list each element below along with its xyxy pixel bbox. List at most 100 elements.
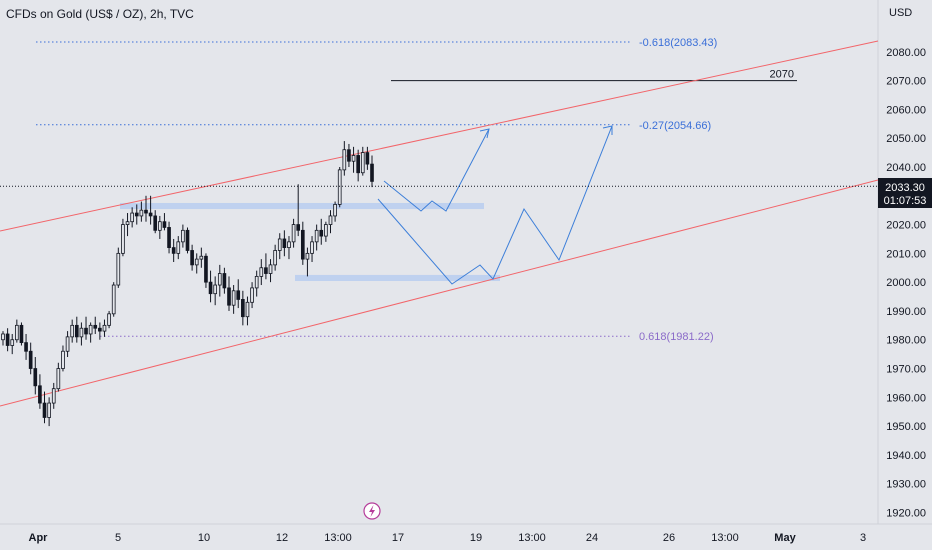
candle-body — [15, 324, 19, 341]
candle-body — [259, 267, 264, 277]
time-tick-label: 13:00 — [324, 532, 352, 544]
price-tick-label: 2040.00 — [886, 162, 926, 174]
current-price-value: 2033.30 — [885, 182, 925, 194]
candle-body — [291, 224, 296, 243]
channel-lower-line[interactable] — [0, 179, 879, 407]
candle-body — [56, 368, 61, 390]
lightning-icon[interactable] — [363, 502, 381, 520]
price-tick-label: 1920.00 — [886, 507, 926, 519]
time-tick-label: 5 — [115, 532, 121, 544]
price-tick-label: 1930.00 — [886, 479, 926, 491]
candle-body — [148, 212, 153, 217]
candle-body — [222, 273, 227, 289]
candle-body — [93, 324, 98, 329]
candle-body — [208, 281, 213, 295]
candle-body — [134, 212, 139, 217]
fib-level-label: -0.27(2054.66) — [639, 120, 711, 132]
projection-path-short[interactable] — [383, 128, 490, 212]
price-tick-label: 1970.00 — [886, 364, 926, 376]
candle-body — [157, 221, 162, 231]
time-tick-label: 12 — [276, 532, 288, 544]
current-price-badge: 2033.30 01:07:53 — [878, 178, 932, 208]
projection-arrowhead — [479, 128, 490, 139]
candle-body — [231, 290, 236, 306]
candle-body — [310, 241, 314, 254]
candle-body — [333, 204, 337, 217]
candle-body — [273, 250, 277, 266]
support-zone[interactable] — [295, 274, 500, 282]
candle-body — [84, 327, 88, 335]
time-tick-label: 26 — [663, 532, 675, 544]
candle-body — [264, 267, 268, 274]
current-price-badge-bg — [878, 178, 932, 208]
candle-body — [300, 229, 305, 260]
candle-body — [61, 350, 65, 369]
candle-countdown: 01:07:53 — [884, 195, 927, 207]
candle-body — [171, 247, 176, 254]
candle-body — [144, 209, 148, 214]
time-tick-label: 24 — [586, 532, 598, 544]
candle-body — [245, 301, 250, 318]
candle-body — [324, 224, 328, 237]
candle-body — [162, 221, 167, 228]
candle-body — [254, 275, 259, 289]
candle-body — [204, 255, 208, 283]
price-tick-label: 2000.00 — [886, 277, 926, 289]
resistance-zone[interactable] — [120, 202, 484, 210]
candle-body — [176, 241, 181, 254]
chart-title: CFDs on Gold (US$ / OZ), 2h, TVC — [6, 7, 194, 21]
candle-body — [121, 224, 125, 254]
price-tick-label: 1950.00 — [886, 421, 926, 433]
candle-body — [241, 299, 245, 318]
candle-body — [116, 252, 121, 286]
projection-arrowhead — [602, 125, 613, 135]
price-axis: 1920.00 1930.00 1940.00 1950.00 1960.00 1970.… — [886, 47, 926, 520]
candle-body — [107, 313, 111, 326]
projection-path-long[interactable] — [377, 125, 613, 285]
candle-body — [28, 350, 33, 369]
candle-body — [277, 238, 282, 251]
candle-body — [185, 229, 190, 251]
price-tick-label: 1980.00 — [886, 335, 926, 347]
price-tick-label: 2020.00 — [886, 220, 926, 232]
candle-body — [70, 324, 75, 338]
candle-body — [98, 327, 102, 332]
price-tick-label: 2070.00 — [886, 76, 926, 88]
candle-body — [181, 229, 185, 243]
candle-body — [167, 227, 171, 249]
time-tick-label: 13:00 — [518, 532, 546, 544]
horizontal-level-2070: 2070 — [391, 69, 797, 82]
candle-body — [19, 324, 24, 344]
candle-body — [342, 149, 347, 171]
time-tick-label: Apr — [29, 532, 49, 544]
candle-body — [10, 339, 15, 346]
channel-upper-line[interactable] — [0, 40, 879, 232]
time-axis: Apr 5 10 12 13:00 17 19 13:00 24 26 13:00 May 3 — [29, 532, 867, 544]
candle-body — [111, 284, 116, 315]
candle-body — [296, 224, 301, 231]
price-tick-label: 2080.00 — [886, 47, 926, 59]
candle-body — [250, 287, 254, 303]
candle-body — [365, 152, 370, 165]
price-axis-panel[interactable] — [878, 0, 932, 550]
candle-body — [190, 250, 194, 266]
price-tick-label: 2010.00 — [886, 248, 926, 260]
currency-label[interactable]: USD — [889, 7, 912, 19]
candle-body — [227, 287, 231, 306]
candle-body — [351, 155, 356, 162]
price-tick-label: 2050.00 — [886, 133, 926, 145]
candle-body — [88, 324, 93, 335]
candle-body — [287, 241, 291, 249]
candle-body — [153, 215, 158, 231]
candle-body — [305, 252, 310, 260]
candle-body — [38, 385, 42, 404]
horizontal-level-label: 2070 — [770, 69, 794, 81]
time-tick-label: May — [774, 532, 796, 544]
candle-body — [236, 290, 241, 300]
candle-body — [360, 152, 365, 174]
candle-body — [337, 169, 342, 205]
candle-body — [5, 333, 10, 346]
candle-body — [33, 368, 38, 387]
candle-body — [268, 264, 273, 274]
